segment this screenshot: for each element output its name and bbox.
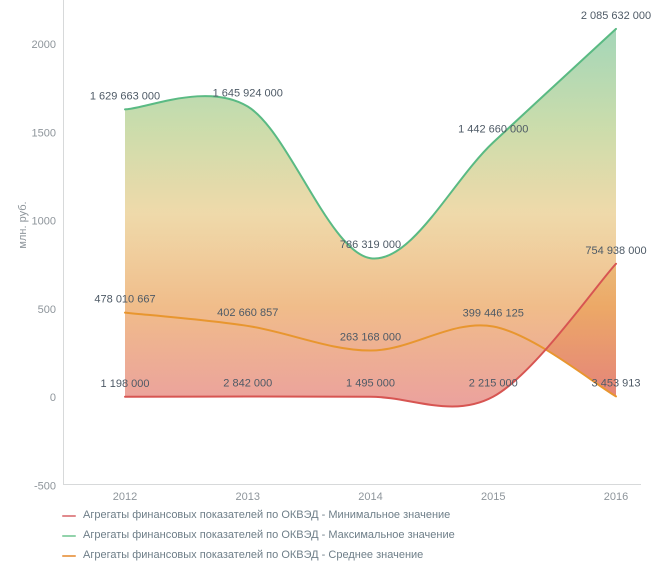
point-labels: 1 198 000 2 842 000 1 495 000 2 215 000 754 … xyxy=(90,10,651,390)
point-label-max: 2 085 632 000 xyxy=(581,10,651,22)
y-tick-label: 500 xyxy=(38,304,56,316)
point-label-max: 1 442 660 000 xyxy=(458,123,528,135)
legend-dash-avg xyxy=(62,554,76,557)
point-label-min: 1 198 000 xyxy=(101,378,150,390)
point-label-max: 1 645 924 000 xyxy=(213,88,283,100)
point-label-avg: 263 168 000 xyxy=(340,332,401,344)
point-label-max: 786 319 000 xyxy=(340,239,401,251)
x-tick-label: 2013 xyxy=(236,491,260,503)
y-tick-label: 1000 xyxy=(32,216,56,228)
point-label-min: 2 215 000 xyxy=(469,378,518,390)
y-tick-label: 0 xyxy=(50,392,56,404)
legend-item-min[interactable]: Агрегаты финансовых показателей по ОКВЭД… xyxy=(62,509,455,522)
x-tick-label: 2014 xyxy=(358,491,382,503)
legend-dash-max xyxy=(62,534,76,537)
band-max-avg xyxy=(125,28,616,397)
point-label-min: 754 938 000 xyxy=(585,245,646,257)
x-tick-label: 2016 xyxy=(604,491,628,503)
y-tick-label: 1500 xyxy=(32,127,56,139)
legend-dash-min xyxy=(62,514,76,517)
point-label-avg: 478 010 667 xyxy=(94,294,155,306)
legend: Агрегаты финансовых показателей по ОКВЭД… xyxy=(62,509,455,562)
point-label-avg: 3 453 913 xyxy=(592,377,641,389)
x-tick-label: 2012 xyxy=(113,491,137,503)
x-tick-label: 2015 xyxy=(481,491,505,503)
point-label-avg: 399 446 125 xyxy=(463,308,524,320)
axes: -500 0 500 1000 1500 2000 2012 2013 2014 2015 2016 xyxy=(32,0,641,503)
chart-canvas: -500 0 500 1000 1500 2000 2012 2013 2014 2015 2016… xyxy=(17,0,651,503)
legend-item-max[interactable]: Агрегаты финансовых показателей по ОКВЭД… xyxy=(62,529,455,542)
legend-label-avg: Агрегаты финансовых показателей по ОКВЭД… xyxy=(83,549,424,561)
point-label-min: 1 495 000 xyxy=(346,378,395,390)
series-line-min xyxy=(124,262,617,408)
legend-label-max: Агрегаты финансовых показателей по ОКВЭД… xyxy=(83,529,455,541)
y-axis-title: млн. руб. xyxy=(17,201,29,248)
point-label-max: 1 629 663 000 xyxy=(90,90,160,102)
legend-label-min: Агрегаты финансовых показателей по ОКВЭД… xyxy=(83,509,451,521)
y-tick-label: 2000 xyxy=(32,39,56,51)
series-lines xyxy=(124,27,617,408)
series-line-max xyxy=(124,27,617,260)
point-label-min: 2 842 000 xyxy=(223,378,272,390)
area-bands xyxy=(125,28,616,407)
series-line-avg xyxy=(124,311,617,398)
band-avg-min xyxy=(125,263,616,407)
point-label-avg: 402 660 857 xyxy=(217,307,278,319)
y-tick-label: -500 xyxy=(34,480,56,492)
legend-item-avg[interactable]: Агрегаты финансовых показателей по ОКВЭД… xyxy=(62,549,455,562)
